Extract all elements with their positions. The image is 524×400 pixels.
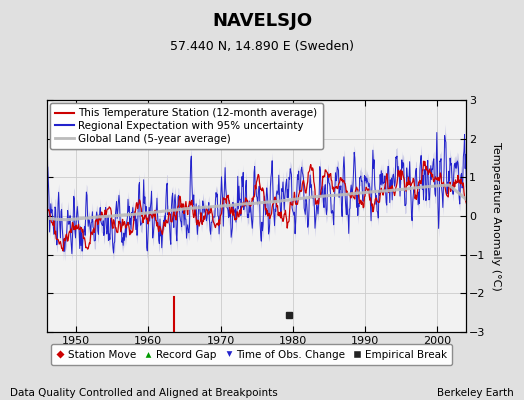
Legend: Station Move, Record Gap, Time of Obs. Change, Empirical Break: Station Move, Record Gap, Time of Obs. C… [51,344,452,365]
Text: Berkeley Earth: Berkeley Earth [437,388,514,398]
Legend: This Temperature Station (12-month average), Regional Expectation with 95% uncer: This Temperature Station (12-month avera… [50,103,323,149]
Text: NAVELSJO: NAVELSJO [212,12,312,30]
Y-axis label: Temperature Anomaly (°C): Temperature Anomaly (°C) [491,142,501,290]
Text: Data Quality Controlled and Aligned at Breakpoints: Data Quality Controlled and Aligned at B… [10,388,278,398]
Text: 57.440 N, 14.890 E (Sweden): 57.440 N, 14.890 E (Sweden) [170,40,354,53]
